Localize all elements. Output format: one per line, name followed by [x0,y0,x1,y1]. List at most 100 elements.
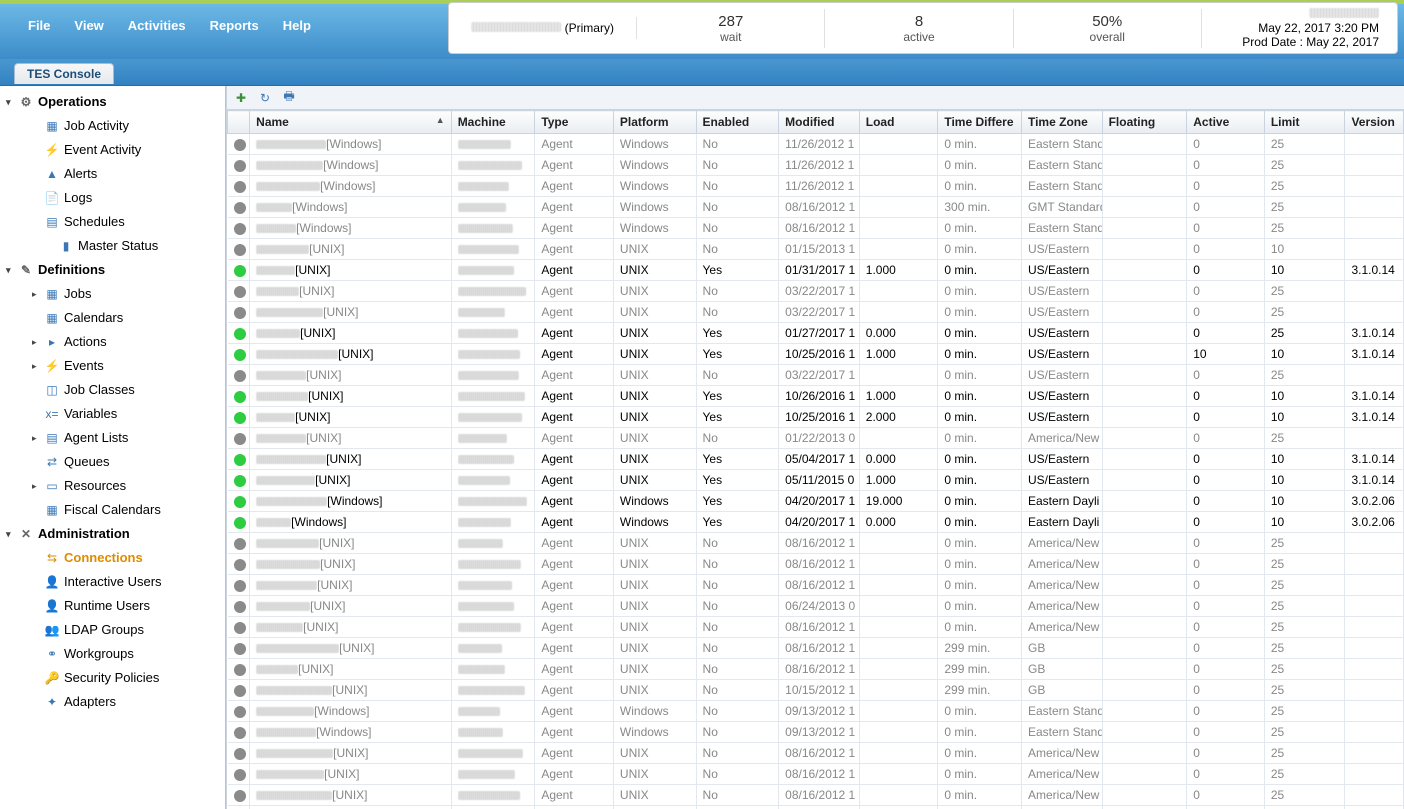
expand-icon[interactable]: ▸ [32,477,42,495]
refresh-icon[interactable]: ↻ [257,90,273,106]
column-header-version[interactable]: Version [1345,111,1404,134]
sidebar-item-jobs[interactable]: ▸▦Jobs [2,282,223,306]
cell-name: [UNIX] [250,743,452,764]
sidebar-item-connections[interactable]: ⇆Connections [2,546,223,570]
table-row[interactable]: [UNIX]AgentUNIXNo01/22/2013 00 min.Ameri… [228,428,1404,449]
table-row[interactable]: [UNIX]AgentUNIXYes10/25/2016 12.0000 min… [228,407,1404,428]
sidebar-item-calendars[interactable]: ▦Calendars [2,306,223,330]
table-row[interactable]: [Windows]AgentWindowsNo09/13/2012 10 min… [228,701,1404,722]
menu-file[interactable]: File [18,14,60,37]
table-row[interactable]: [UNIX]AgentUNIXYes01/31/2017 11.0000 min… [228,260,1404,281]
sidebar-item-master-status[interactable]: ▮Master Status [2,234,223,258]
collapse-icon[interactable]: ▾ [6,93,16,111]
sidebar-item-agent-lists[interactable]: ▸▤Agent Lists [2,426,223,450]
table-row[interactable]: [UNIX]AgentUNIXYes01/27/2017 10.0000 min… [228,323,1404,344]
sidebar-item-adapters[interactable]: ✦Adapters [2,690,223,714]
column-header-type[interactable]: Type [535,111,614,134]
column-header-platform[interactable]: Platform [613,111,696,134]
print-icon[interactable]: 🖶 [281,90,297,106]
column-header-active[interactable]: Active [1187,111,1265,134]
table-row[interactable]: [Windows]AgentWindowsNo11/26/2012 10 min… [228,176,1404,197]
table-row[interactable]: [UNIX]AgentUNIXNo08/16/2012 10 min.Ameri… [228,575,1404,596]
sidebar-item-schedules[interactable]: ▤Schedules [2,210,223,234]
column-header-modified[interactable]: Modified [779,111,860,134]
sidebar-item-interactive-users[interactable]: 👤Interactive Users [2,570,223,594]
cell-limit: 25 [1264,743,1345,764]
sidebar-section-definitions[interactable]: ▾✎Definitions [2,258,223,282]
sidebar-section-operations[interactable]: ▾⚙Operations [2,90,223,114]
table-row[interactable]: [UNIX]AgentUNIXNo08/16/2012 10 min.Ameri… [228,617,1404,638]
cell-load [859,617,938,638]
sidebar-item-actions[interactable]: ▸▸Actions [2,330,223,354]
table-row[interactable]: [UNIX]AgentUNIXYes10/25/2016 11.0000 min… [228,344,1404,365]
table-row[interactable]: [UNIX]AgentUNIXYes05/11/2015 01.0000 min… [228,470,1404,491]
column-header-tz[interactable]: Time Zone [1021,111,1102,134]
column-header-floating[interactable]: Floating [1102,111,1187,134]
table-row[interactable]: [UNIX]AgentUNIXNo08/16/2012 10 min.Ameri… [228,785,1404,806]
table-row[interactable]: [UNIX]AgentUNIXNo08/16/2012 10 min.Ameri… [228,743,1404,764]
sidebar-item-variables[interactable]: x=Variables [2,402,223,426]
menu-view[interactable]: View [64,14,113,37]
cell-modified: 10/26/2016 1 [779,386,860,407]
table-row[interactable]: [UNIX]AgentUNIXNo08/16/2012 1299 min.GB0… [228,659,1404,680]
sidebar-item-queues[interactable]: ⇄Queues [2,450,223,474]
sidebar-item-ldap-groups[interactable]: 👥LDAP Groups [2,618,223,642]
tab-tes-console[interactable]: TES Console [14,63,114,84]
table-row[interactable]: [UNIX]AgentUNIXNo08/16/2012 10 min.Ameri… [228,806,1404,809]
column-header-limit[interactable]: Limit [1264,111,1345,134]
cell-floating [1102,491,1187,512]
table-row[interactable]: [UNIX]AgentUNIXNo08/16/2012 1299 min.GB0… [228,638,1404,659]
sidebar-item-logs[interactable]: 📄Logs [2,186,223,210]
collapse-icon[interactable]: ▾ [6,261,16,279]
table-row[interactable]: [UNIX]AgentUNIXYes10/26/2016 11.0000 min… [228,386,1404,407]
table-row[interactable]: [UNIX]AgentUNIXNo03/22/2017 10 min.US/Ea… [228,302,1404,323]
table-row[interactable]: [UNIX]AgentUNIXNo03/22/2017 10 min.US/Ea… [228,365,1404,386]
table-row[interactable]: [Windows]AgentWindowsNo08/16/2012 10 min… [228,218,1404,239]
sidebar-section-administration[interactable]: ▾✕Administration [2,522,223,546]
table-row[interactable]: [UNIX]AgentUNIXNo06/24/2013 00 min.Ameri… [228,596,1404,617]
table-row[interactable]: [Windows]AgentWindowsNo11/26/2012 10 min… [228,134,1404,155]
column-header-load[interactable]: Load [859,111,938,134]
column-header-status[interactable] [228,111,250,134]
table-wrap[interactable]: Name▲MachineTypePlatformEnabledModifiedL… [227,110,1404,809]
expand-icon[interactable]: ▸ [32,357,42,375]
cell-name: [UNIX] [250,617,452,638]
sidebar-item-alerts[interactable]: ▲Alerts [2,162,223,186]
table-row[interactable]: [Windows]AgentWindowsNo11/26/2012 10 min… [228,155,1404,176]
table-row[interactable]: [UNIX]AgentUNIXNo10/15/2012 1299 min.GB0… [228,680,1404,701]
table-row[interactable]: [UNIX]AgentUNIXNo01/15/2013 10 min.US/Ea… [228,239,1404,260]
table-row[interactable]: [Windows]AgentWindowsYes04/20/2017 119.0… [228,491,1404,512]
menu-help[interactable]: Help [273,14,321,37]
cell-name: [UNIX] [250,239,452,260]
collapse-icon[interactable]: ▾ [6,525,16,543]
menu-activities[interactable]: Activities [118,14,196,37]
column-header-machine[interactable]: Machine [451,111,535,134]
sidebar-item-fiscal-calendars[interactable]: ▦Fiscal Calendars [2,498,223,522]
sidebar-item-event-activity[interactable]: ⚡Event Activity [2,138,223,162]
add-icon[interactable]: ✚ [233,90,249,106]
column-header-enabled[interactable]: Enabled [696,111,779,134]
sidebar-item-job-classes[interactable]: ◫Job Classes [2,378,223,402]
sidebar-item-resources[interactable]: ▸▭Resources [2,474,223,498]
sidebar-item-events[interactable]: ▸⚡Events [2,354,223,378]
column-header-timediff[interactable]: Time Differe [938,111,1022,134]
sidebar-item-workgroups[interactable]: ⚭Workgroups [2,642,223,666]
table-row[interactable]: [Windows]AgentWindowsYes04/20/2017 10.00… [228,512,1404,533]
expand-icon[interactable]: ▸ [32,285,42,303]
table-row[interactable]: [UNIX]AgentUNIXNo08/16/2012 10 min.Ameri… [228,554,1404,575]
table-row[interactable]: [UNIX]AgentUNIXNo08/16/2012 10 min.Ameri… [228,764,1404,785]
sidebar-item-runtime-users[interactable]: 👤Runtime Users [2,594,223,618]
sidebar-item-security-policies[interactable]: 🔑Security Policies [2,666,223,690]
menu-reports[interactable]: Reports [200,14,269,37]
expand-icon[interactable]: ▸ [32,429,42,447]
sidebar-item-job-activity[interactable]: ▦Job Activity [2,114,223,138]
table-row[interactable]: [Windows]AgentWindowsNo08/16/2012 1300 m… [228,197,1404,218]
expand-icon[interactable]: ▸ [32,333,42,351]
table-row[interactable]: [UNIX]AgentUNIXYes05/04/2017 10.0000 min… [228,449,1404,470]
cell-tz: US/Eastern [1021,365,1102,386]
column-header-name[interactable]: Name▲ [250,111,452,134]
table-row[interactable]: [UNIX]AgentUNIXNo03/22/2017 10 min.US/Ea… [228,281,1404,302]
table-row[interactable]: [Windows]AgentWindowsNo09/13/2012 10 min… [228,722,1404,743]
item-icon: ⚭ [44,646,60,662]
table-row[interactable]: [UNIX]AgentUNIXNo08/16/2012 10 min.Ameri… [228,533,1404,554]
